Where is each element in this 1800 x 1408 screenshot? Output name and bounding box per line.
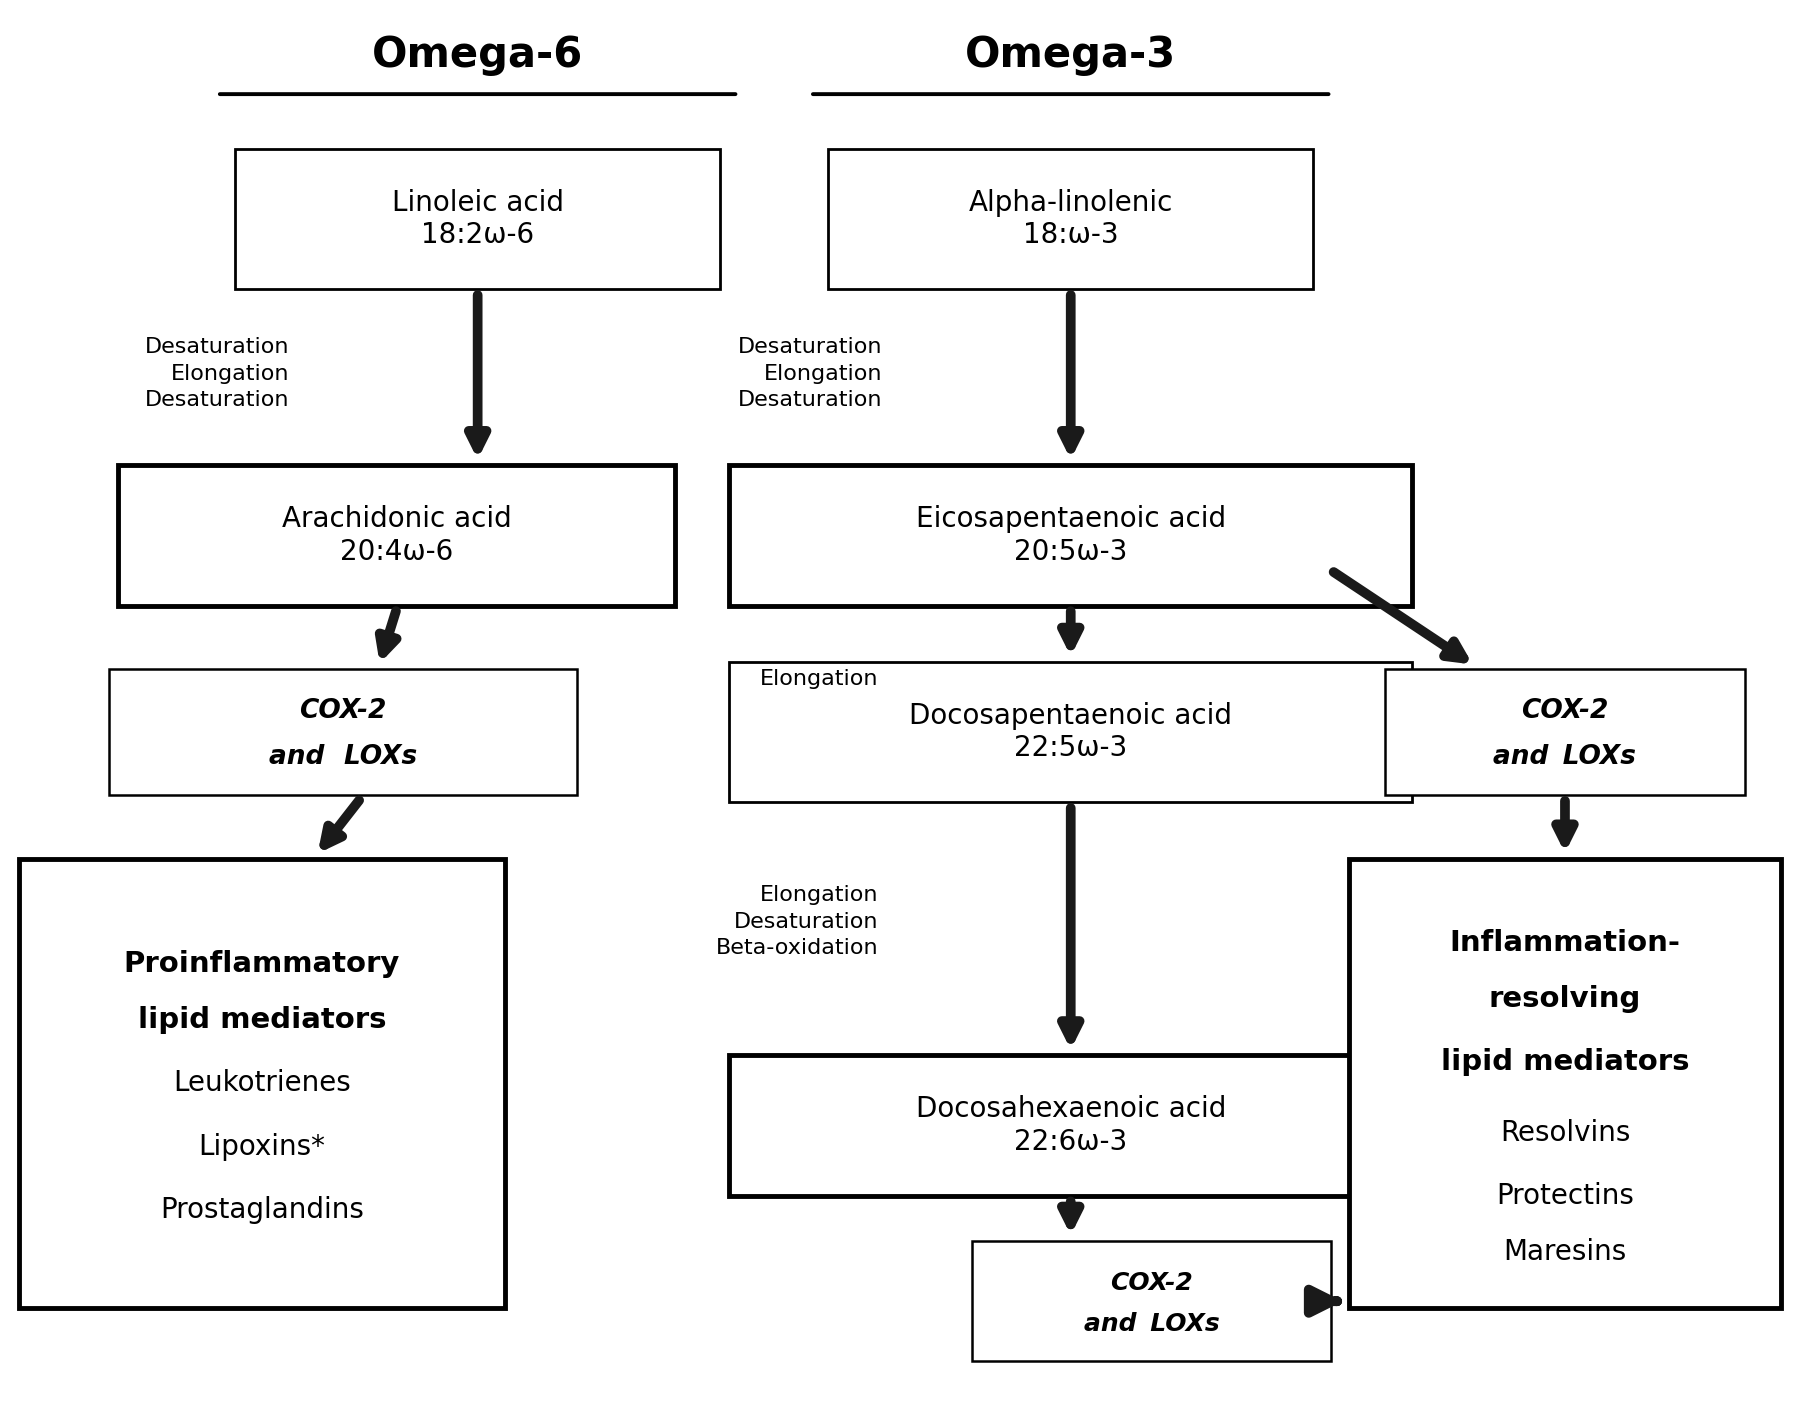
Text: Docosapentaenoic acid
22:5ω-3: Docosapentaenoic acid 22:5ω-3 [909,703,1233,762]
Text: COX-2: COX-2 [299,698,387,724]
Text: Alpha-linolenic
18:ω-3: Alpha-linolenic 18:ω-3 [968,189,1174,249]
FancyBboxPatch shape [729,1056,1413,1195]
FancyBboxPatch shape [729,465,1413,605]
Text: Leukotrienes: Leukotrienes [173,1070,351,1097]
Text: lipid mediators: lipid mediators [1440,1049,1688,1076]
FancyBboxPatch shape [119,465,675,605]
Text: Eicosapentaenoic acid
20:5ω-3: Eicosapentaenoic acid 20:5ω-3 [916,505,1226,566]
Text: Arachidonic acid
20:4ω-6: Arachidonic acid 20:4ω-6 [283,505,511,566]
Text: Omega-3: Omega-3 [965,34,1177,76]
Text: and   LOXs: and LOXs [268,745,418,770]
Text: Lipoxins*: Lipoxins* [198,1132,326,1160]
Text: Proinflammatory: Proinflammatory [124,950,400,979]
Text: Elongation: Elongation [760,669,878,689]
FancyBboxPatch shape [1386,669,1744,796]
Text: Omega-6: Omega-6 [373,34,583,76]
Text: Linoleic acid
18:2ω-6: Linoleic acid 18:2ω-6 [392,189,563,249]
Text: Maresins: Maresins [1503,1238,1627,1266]
FancyBboxPatch shape [1350,859,1780,1308]
Text: Desaturation
Elongation
Desaturation: Desaturation Elongation Desaturation [144,338,290,410]
Text: Resolvins: Resolvins [1499,1118,1631,1146]
FancyBboxPatch shape [972,1242,1332,1362]
Text: lipid mediators: lipid mediators [139,1007,387,1033]
Text: Docosahexaenoic acid
22:6ω-3: Docosahexaenoic acid 22:6ω-3 [916,1095,1226,1156]
FancyBboxPatch shape [110,669,576,796]
Text: Protectins: Protectins [1496,1181,1634,1209]
Text: COX-2: COX-2 [1111,1271,1193,1295]
Text: and  LOXs: and LOXs [1084,1312,1219,1336]
FancyBboxPatch shape [729,662,1413,803]
Text: Prostaglandins: Prostaglandins [160,1195,364,1224]
Text: COX-2: COX-2 [1521,698,1609,724]
FancyBboxPatch shape [236,149,720,290]
Text: Desaturation
Elongation
Desaturation: Desaturation Elongation Desaturation [738,338,882,410]
Text: and  LOXs: and LOXs [1494,745,1636,770]
FancyBboxPatch shape [828,149,1314,290]
Text: Elongation
Desaturation
Beta-oxidation: Elongation Desaturation Beta-oxidation [716,886,878,959]
Text: resolving: resolving [1489,986,1642,1014]
FancyBboxPatch shape [20,859,504,1308]
Text: Inflammation-: Inflammation- [1449,929,1681,957]
